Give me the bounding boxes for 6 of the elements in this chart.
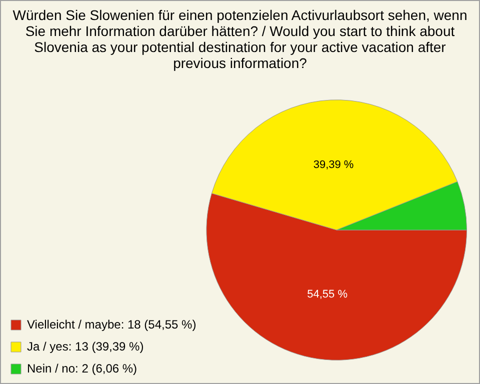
legend-label: Nein / no: 2 (6,06 %) xyxy=(27,361,138,376)
chart-title: Würden Sie Slowenien für einen potenzielen Activurlaubsort sehen, wenn Sie mehr Information darüber hätten? / Would you start to think about Slovenia as your potential destination for your active vacation after previous information? xyxy=(12,6,468,71)
legend-label: Vielleicht / maybe: 18 (54,55 %) xyxy=(27,317,196,332)
data-label: 54,55 % xyxy=(307,288,348,300)
data-label: 39,39 % xyxy=(313,159,354,172)
legend-label: Ja / yes: 13 (39,39 %) xyxy=(27,339,144,354)
